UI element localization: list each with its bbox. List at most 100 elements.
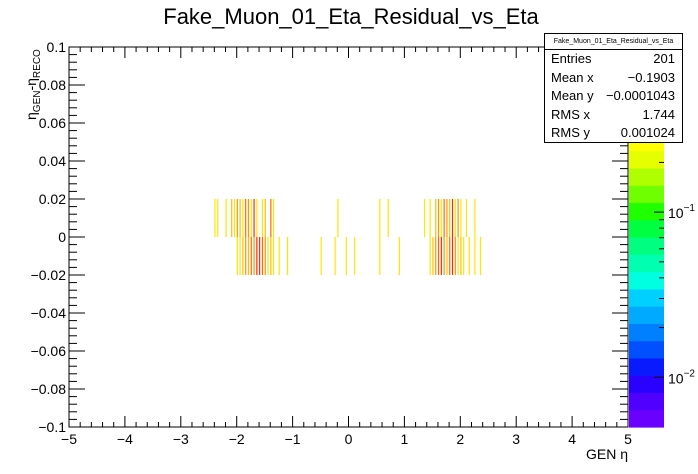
heatmap-cell (449, 237, 451, 275)
y-tick-label: 0.1 (47, 39, 67, 55)
heatmap-cell (454, 199, 456, 237)
y-axis: −0.1 −0.08 −0.06 −0.04 −0.02 0 0.02 0.04 0.06 0.0… (31, 39, 628, 435)
x-tick-label: 2 (456, 431, 464, 447)
y-label-minus-eta: -η (23, 78, 39, 90)
stats-row-mean-y: Mean y −0.0001043 (545, 87, 682, 106)
palette-band (629, 150, 664, 169)
palette-band (629, 271, 664, 290)
heatmap-cell (225, 199, 227, 237)
heatmap-cell (261, 237, 264, 275)
heatmap-cell (287, 237, 289, 275)
x-tick-label: −2 (229, 431, 245, 447)
heatmap-cell (460, 237, 462, 275)
heatmap-cell (267, 237, 269, 275)
heatmap-cell (446, 199, 448, 237)
palette-band (629, 288, 664, 307)
heatmap-cell (337, 199, 339, 237)
stats-box: Fake_Muon_01_Eta_Residual_vs_Eta Entries… (544, 33, 683, 143)
palette-band (629, 392, 664, 411)
stats-row-entries: Entries 201 (545, 50, 682, 69)
heatmap-cell (242, 237, 244, 275)
heatmap-cell (259, 237, 261, 275)
stats-row-rms-y: RMS y 0.001024 (545, 124, 682, 143)
heatmap-cell (379, 199, 381, 237)
x-tick-label: −3 (173, 431, 189, 447)
x-tick-label: −4 (117, 431, 133, 447)
heatmap-cell (474, 199, 476, 237)
heatmap-cell (354, 237, 356, 275)
y-tick-label: 0.08 (39, 77, 66, 93)
heatmap-cell (270, 199, 272, 237)
heatmap-cell (387, 199, 389, 237)
palette-band (629, 237, 664, 255)
heatmap-cell (446, 237, 448, 275)
heatmap-cell (474, 237, 476, 275)
heatmap-cell (278, 237, 280, 275)
heatmap-cell (217, 199, 219, 237)
heatmap-cell (465, 199, 468, 237)
heatmap-cell (451, 237, 454, 275)
heatmap-cell (440, 199, 442, 237)
plot-frame (68, 46, 629, 428)
stats-row-mean-x: Mean x −0.1903 (545, 69, 682, 88)
heatmap-cell (449, 199, 451, 237)
y-tick-label: 0.02 (39, 191, 66, 207)
palette-band (629, 167, 664, 186)
heatmap-cell (457, 237, 459, 275)
heatmap-cell (454, 237, 456, 275)
y-tick-label: 0.06 (39, 115, 66, 131)
heatmap-cell (457, 199, 459, 237)
x-tick-label: 4 (568, 431, 576, 447)
palette-band (629, 306, 664, 324)
heatmap-cell (273, 199, 275, 237)
heatmap-cell (432, 237, 434, 275)
palette-band (629, 202, 664, 221)
palette-band (629, 409, 664, 428)
heatmap-cell (443, 199, 445, 237)
stats-row-rms-x: RMS x 1.744 (545, 106, 682, 125)
y-tick-label: −0.06 (31, 343, 67, 359)
heatmap-cell (398, 237, 401, 275)
chart-title: Fake_Muon_01_Eta_Residual_vs_Eta (163, 4, 539, 29)
heatmap-cell (435, 237, 437, 275)
y-label-sub-reco: RECO (32, 49, 43, 78)
heatmap-cell (247, 199, 250, 237)
x-tick-label: 0 (345, 431, 353, 447)
heatmap-cell (460, 199, 462, 237)
heatmap-cell (345, 237, 347, 275)
palette-tick-label: 10−2 (668, 368, 695, 386)
palette-band (629, 357, 664, 376)
y-tick-label: −0.04 (31, 305, 67, 321)
heatmap-cell (256, 237, 258, 275)
heatmap-cell (247, 237, 250, 275)
x-tick-label: 3 (512, 431, 520, 447)
heatmap-cell (451, 199, 454, 237)
heatmap-cell (273, 237, 275, 275)
heatmap-cell (264, 237, 266, 275)
stats-label: RMS x (551, 106, 590, 122)
heatmap-cell (261, 199, 264, 237)
stats-value: −0.0001043 (605, 88, 675, 104)
stats-label: Mean y (551, 88, 594, 104)
stats-value: 201 (653, 51, 675, 66)
heatmap-cell (253, 237, 255, 275)
heatmap-cell (429, 199, 431, 237)
palette-band (629, 340, 664, 359)
heatmap-cell (245, 237, 247, 275)
y-axis-label: ηGEN-ηRECO (23, 49, 43, 120)
heatmap-cell (320, 237, 322, 275)
heatmap-cell (429, 237, 431, 275)
heatmap-cell (242, 199, 244, 237)
y-label-main: η (23, 112, 39, 120)
heatmap-cells (214, 199, 482, 275)
heatmap-cell (463, 237, 465, 275)
palette-band (629, 185, 664, 204)
x-axis-label: GEN η (586, 446, 628, 462)
heatmap-cell (423, 199, 426, 237)
stats-value: 1.744 (642, 106, 675, 122)
x-tick-label: 1 (401, 431, 409, 447)
heatmap-cell (270, 237, 272, 275)
heatmap-cell (214, 199, 216, 237)
heatmap-cell (468, 237, 470, 275)
